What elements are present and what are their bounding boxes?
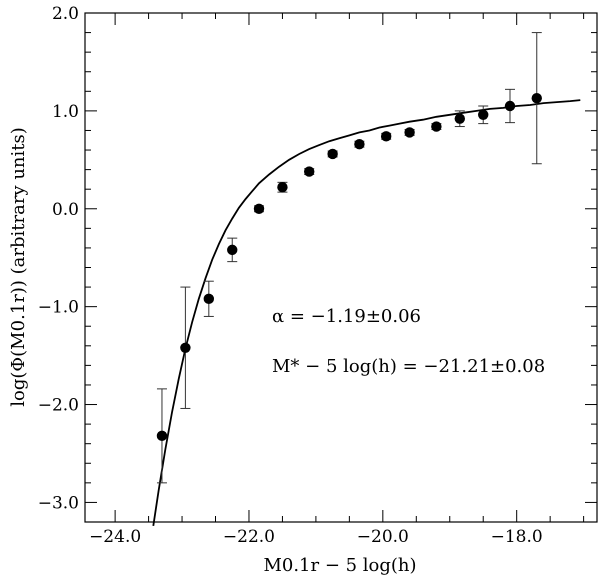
data-point <box>454 113 465 124</box>
data-point <box>304 166 315 177</box>
x-tick-label: −18.0 <box>491 527 543 547</box>
y-tick-label: 1.0 <box>52 102 79 122</box>
x-tick-label: −24.0 <box>89 527 141 547</box>
x-tick-label: −20.0 <box>357 527 409 547</box>
y-axis-label: log(Φ(M0.1r)) (arbitrary units) <box>8 127 29 406</box>
data-point <box>203 293 215 305</box>
data-point <box>404 127 415 138</box>
y-tick-label: −2.0 <box>38 396 79 416</box>
data-point <box>253 203 265 214</box>
data-point <box>180 342 191 353</box>
y-tick-label: −1.0 <box>38 298 79 318</box>
data-point <box>327 148 338 160</box>
axis-ticks <box>85 12 597 523</box>
y-tick-label: 0.0 <box>52 200 79 220</box>
data-point <box>156 430 168 442</box>
x-tick-label: −22.0 <box>223 527 275 547</box>
x-axis-label: M0.1r − 5 log(h) <box>263 555 416 576</box>
data-point <box>531 92 542 104</box>
data-point <box>504 100 516 112</box>
x-tick-labels: −24.0 −22.0 −20.0 −18.0 <box>89 527 543 547</box>
data-point <box>354 138 365 150</box>
data-point <box>478 109 489 121</box>
schechter-fit-curve <box>152 99 581 527</box>
y-tick-label: 2.0 <box>52 4 79 24</box>
y-tick-label: −3.0 <box>38 493 79 513</box>
data-point <box>277 182 288 193</box>
alpha-annotation: α = −1.19±0.06 <box>272 306 421 327</box>
data-point <box>380 131 392 142</box>
data-points <box>156 92 542 442</box>
mstar-annotation: M* − 5 log(h) = −21.21±0.08 <box>272 356 545 377</box>
data-point <box>431 121 442 132</box>
y-tick-labels: −3.0 −2.0 −1.0 0.0 1.0 2.0 <box>38 4 79 513</box>
data-point <box>227 244 238 256</box>
error-bars <box>156 32 542 484</box>
